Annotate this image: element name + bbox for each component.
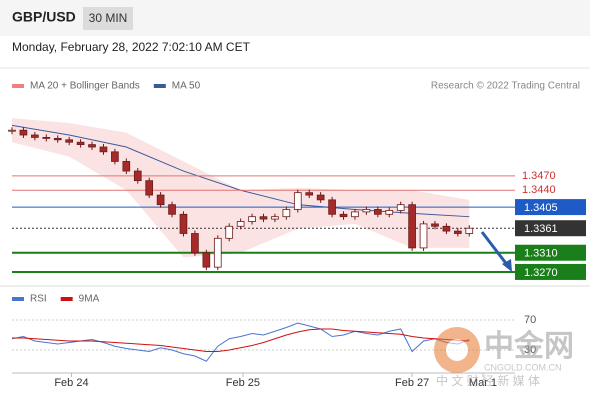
y-tick-label: 30 <box>524 344 536 356</box>
credit: Research © 2022 Trading Central <box>431 81 580 92</box>
level-label: 1.3470 <box>522 170 556 182</box>
legend-swatch <box>60 297 73 301</box>
legend-swatch <box>12 297 24 301</box>
legend-label: 9MA <box>79 294 100 305</box>
level-label: 1.3270 <box>524 267 558 279</box>
candle <box>8 129 16 132</box>
candle <box>111 151 119 162</box>
candle <box>99 146 108 153</box>
x-tick-label: Feb 24 <box>54 377 88 389</box>
candle <box>88 144 96 148</box>
candle <box>236 221 245 227</box>
watermark-logo-inner <box>446 339 468 361</box>
candle <box>373 209 382 215</box>
candle <box>76 141 85 146</box>
candle <box>271 216 279 220</box>
candle <box>454 230 462 234</box>
legend-label: MA 20 + Bollinger Bands <box>30 81 140 92</box>
level-badge <box>515 199 586 216</box>
candle <box>213 237 222 268</box>
legend-label: MA 50 <box>172 81 201 92</box>
candle <box>225 225 234 239</box>
level-label: 1.3310 <box>524 248 558 260</box>
candle <box>442 225 451 232</box>
candle <box>168 204 176 215</box>
x-tick-label: Feb 27 <box>395 377 429 389</box>
candle <box>259 216 268 220</box>
candle <box>145 180 154 196</box>
candle <box>385 210 394 215</box>
candle <box>408 204 416 249</box>
timeframe-badge[interactable] <box>83 7 133 30</box>
x-tick-label: Feb 25 <box>226 377 260 389</box>
rsi-line <box>11 322 470 362</box>
candle <box>122 161 131 172</box>
y-tick-label: 70 <box>524 314 536 326</box>
timestamp: Monday, February 28, 2022 7:02:10 AM CET <box>12 40 251 54</box>
candle <box>316 194 325 201</box>
bollinger-band <box>12 118 470 258</box>
candle <box>293 192 302 210</box>
level-label: 1.3440 <box>522 184 556 196</box>
level-badge <box>515 220 586 237</box>
candle <box>53 137 62 141</box>
watermark-site: CNGOLD.COM.CN <box>484 362 562 372</box>
candle <box>133 170 142 182</box>
candle <box>328 199 336 215</box>
symbol: GBP/USD <box>12 9 76 25</box>
candle <box>339 213 348 218</box>
candle <box>42 137 51 139</box>
candle <box>419 223 428 249</box>
candle <box>305 192 314 196</box>
level-badge <box>515 244 586 261</box>
candle <box>179 213 188 234</box>
candle <box>396 204 405 211</box>
candle <box>351 211 359 218</box>
candle <box>248 216 256 222</box>
forecast-arrow <box>480 231 510 267</box>
level-badge <box>515 263 586 280</box>
forecast-arrowhead <box>502 259 512 272</box>
candle <box>31 134 39 138</box>
candle <box>19 129 28 136</box>
candle <box>156 194 165 206</box>
candle <box>362 209 371 213</box>
candle <box>431 223 439 227</box>
watermark-name: 中金网 <box>484 329 574 363</box>
candle <box>465 227 474 234</box>
legend-label: RSI <box>30 294 47 305</box>
candle <box>65 139 73 143</box>
watermark-tagline: 中 文 财 经 新 媒 体 <box>436 373 540 388</box>
timeframe[interactable]: 30 MIN <box>89 11 128 25</box>
x-tick-label: Mar 1 <box>469 377 497 389</box>
level-label: 1.3405 <box>524 202 558 214</box>
legend-swatch <box>153 84 166 88</box>
candle <box>202 252 211 268</box>
candle <box>282 209 291 218</box>
candle <box>191 233 199 254</box>
rsi-line <box>12 328 470 352</box>
level-label: 1.3361 <box>524 223 558 235</box>
watermark: 中金网 CNGOLD.COM.CN 中 文 财 经 新 媒 体 <box>434 327 574 388</box>
legend-swatch <box>12 84 24 88</box>
